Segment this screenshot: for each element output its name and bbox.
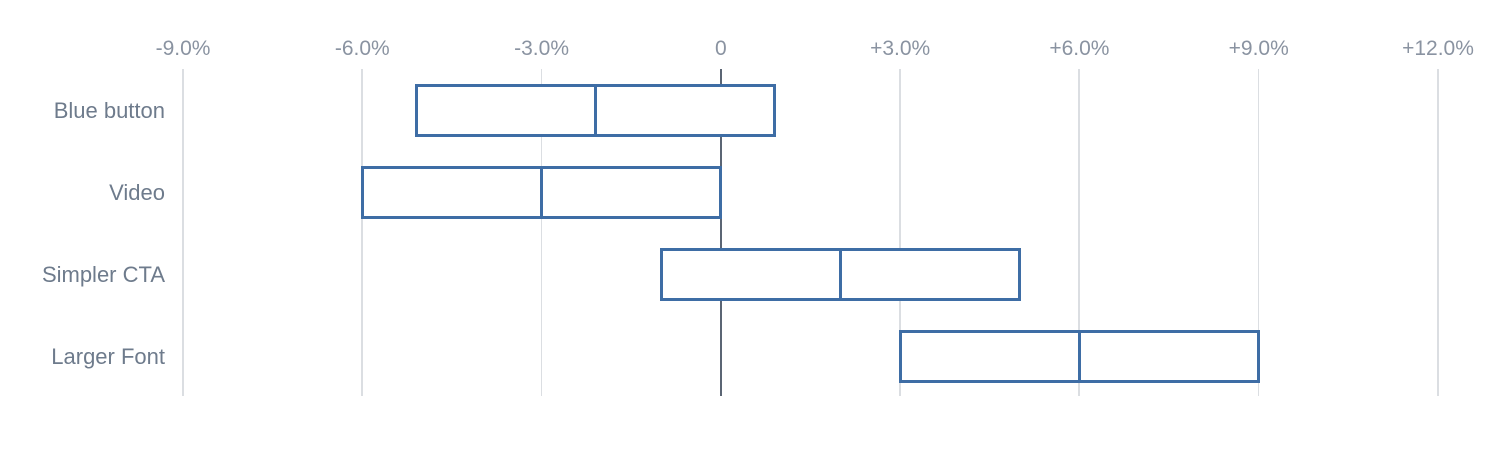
interval-midline: [838, 251, 842, 298]
interval-bar: [360, 166, 723, 219]
interval-midline: [540, 169, 544, 216]
gridline: [540, 69, 543, 396]
interval-midline: [1077, 333, 1081, 380]
category-label: Blue button: [53, 98, 165, 123]
interval-bar: [414, 84, 777, 137]
interval-bar: [659, 248, 1022, 301]
x-tick-label: 0: [715, 37, 727, 60]
x-tick-label: +9.0%: [1228, 37, 1289, 60]
gridline: [1257, 69, 1260, 396]
gridline: [1078, 69, 1080, 396]
gridline: [182, 69, 184, 396]
interval-bar: [898, 330, 1261, 383]
category-label: Simpler CTA: [41, 262, 165, 287]
category-label: Video: [109, 180, 165, 205]
category-label: Larger Font: [51, 344, 165, 369]
x-tick-label: +3.0%: [870, 37, 931, 60]
interval-midline: [593, 87, 597, 134]
gridline: [361, 69, 363, 396]
zero-gridline: [719, 69, 722, 396]
gridline: [1437, 69, 1439, 396]
gridline: [899, 69, 901, 396]
x-tick-label: -3.0%: [514, 37, 569, 60]
x-tick-label: +12.0%: [1402, 37, 1474, 60]
x-tick-label: -6.0%: [334, 37, 390, 60]
x-tick-label: +6.0%: [1049, 37, 1110, 60]
x-tick-label: -9.0%: [155, 37, 211, 60]
